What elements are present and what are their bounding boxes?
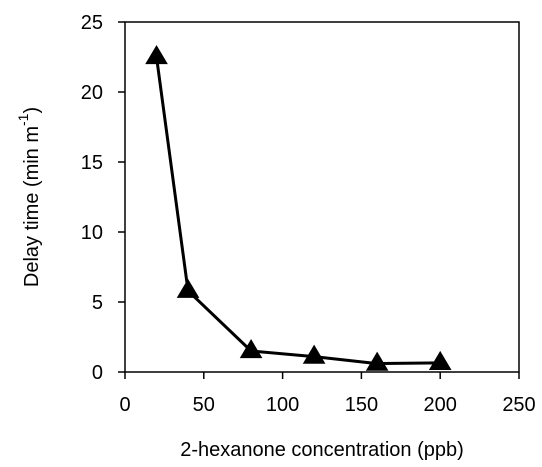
x-axis-title: 2-hexanone concentration (ppb) xyxy=(180,439,464,461)
data-point-triangle xyxy=(302,344,326,364)
y-axis-title-main: Delay time (min m xyxy=(21,126,43,287)
x-tick-label: 250 xyxy=(502,394,535,416)
x-tick-label: 200 xyxy=(424,394,457,416)
y-tick-label: 0 xyxy=(92,362,103,384)
y-tick-label: 15 xyxy=(81,152,103,174)
y-axis-title-superscript: -1 xyxy=(15,113,31,126)
y-tick-label: 10 xyxy=(81,222,103,244)
axes: 0 50 100 150 200 250 0 5 10 15 20 25 xyxy=(81,12,536,416)
data-point-triangle xyxy=(176,278,200,298)
x-tick-label: 0 xyxy=(119,394,130,416)
series-line xyxy=(155,56,441,366)
x-tick-label: 50 xyxy=(193,394,215,416)
data-point-triangle xyxy=(145,45,168,65)
y-axis-title: Delay time (min m-1) xyxy=(15,107,43,287)
x-tick-label: 100 xyxy=(266,394,299,416)
y-tick-label: 5 xyxy=(92,292,103,314)
y-tick-label: 20 xyxy=(81,82,103,104)
x-tick-label: 150 xyxy=(345,394,378,416)
y-axis-title-suffix: ) xyxy=(21,107,43,114)
plot-frame xyxy=(124,21,520,373)
data-point-triangle xyxy=(365,351,389,371)
y-tick-label: 25 xyxy=(81,12,103,34)
plot-area xyxy=(145,45,452,371)
data-point-triangle xyxy=(428,350,452,370)
data-point-triangle xyxy=(239,339,263,359)
